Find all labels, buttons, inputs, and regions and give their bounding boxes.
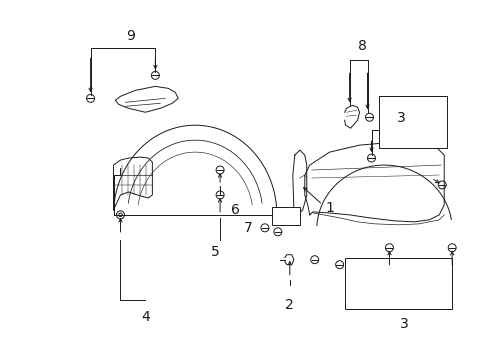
- Text: 8: 8: [357, 39, 366, 53]
- Text: 3: 3: [399, 318, 408, 332]
- Text: 9: 9: [126, 28, 135, 42]
- Text: 6: 6: [230, 203, 239, 217]
- Bar: [271, 207, 299, 225]
- Text: 2: 2: [285, 297, 294, 311]
- Bar: [344, 258, 451, 310]
- Bar: [379, 96, 447, 148]
- Text: 4: 4: [141, 310, 149, 324]
- Text: 3: 3: [396, 111, 405, 125]
- Text: 1: 1: [325, 201, 333, 215]
- Text: 5: 5: [210, 245, 219, 259]
- Text: 7: 7: [243, 221, 252, 235]
